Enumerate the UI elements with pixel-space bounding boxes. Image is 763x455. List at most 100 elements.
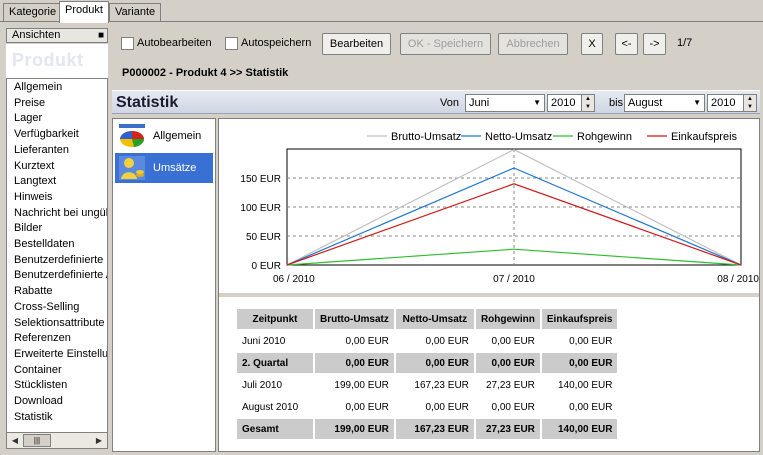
stat-view-label: Umsätze — [153, 162, 197, 174]
next-button[interactable]: -> — [643, 33, 666, 55]
view-item[interactable]: Container — [14, 363, 62, 376]
table-cell: Gesamt — [237, 419, 313, 439]
view-item[interactable]: Selektionsattribute — [14, 316, 105, 329]
legend-entry: Netto-Umsatz — [485, 131, 552, 143]
statistics-views-list: Allgemein Umsätze — [112, 118, 216, 452]
autospeichern-checkbox[interactable] — [225, 37, 238, 50]
view-item[interactable]: Allgemein — [14, 81, 63, 93]
prev-button[interactable]: <- — [615, 33, 638, 55]
view-item[interactable]: Benutzerdefinierte P — [14, 253, 108, 266]
ok-speichern-button[interactable]: OK - Speichern — [400, 33, 491, 55]
view-item[interactable]: Lieferanten — [14, 143, 70, 156]
pin-icon[interactable]: ■ — [97, 30, 104, 41]
table-cell: Juni 2010 — [242, 335, 286, 347]
view-item[interactable]: Download — [14, 395, 63, 407]
view-item[interactable]: Hinweis — [14, 190, 53, 203]
view-item[interactable]: Bestelldaten — [14, 238, 75, 250]
table-cell: August 2010 — [242, 401, 299, 413]
von-month-select[interactable]: Juni ▼ — [465, 94, 545, 112]
table-cell: 0,00 EUR — [395, 353, 474, 373]
coins-user-icon — [119, 156, 145, 180]
view-item[interactable]: Langtext — [14, 175, 57, 188]
series-line-netto-umsatz — [286, 167, 742, 266]
table-cell: 0,00 EUR — [491, 335, 535, 347]
stat-view-allgemein[interactable]: Allgemein — [115, 121, 213, 151]
views-list: Allgemein Preise Lager Verfügbarkeit Liefera… — [6, 78, 108, 439]
tab-bar: Kategorie Produkt Variante — [0, 0, 763, 23]
tab-divider — [0, 21, 763, 22]
table-cell: 0,00 EUR — [569, 401, 613, 413]
view-item[interactable]: Rabatte — [14, 285, 53, 298]
table-header-row: Zeitpunkt Brutto-Umsatz Netto-Umsatz Rohgew… — [237, 309, 618, 329]
view-item[interactable]: Cross-Selling — [14, 300, 80, 313]
bis-year-value: 2010 — [711, 97, 736, 109]
bis-month-select[interactable]: August ▼ — [624, 94, 705, 112]
view-item[interactable]: Kurztext — [14, 159, 55, 172]
product-banner-word: Produkt — [12, 50, 84, 70]
views-header-label: Ansichten — [12, 29, 61, 41]
bearbeiten-button[interactable]: Bearbeiten — [322, 33, 391, 55]
close-button[interactable]: X — [581, 33, 603, 55]
x-tick-label: 07 / 2010 — [493, 274, 535, 285]
table-cell: 199,00 EUR — [315, 419, 394, 439]
table-cell: 140,00 EUR — [541, 419, 618, 439]
table-cell: 167,23 EUR — [395, 419, 474, 439]
view-item[interactable]: Bilder — [14, 222, 43, 235]
series-line-einkaufspreis — [286, 183, 742, 266]
table-cell: Juli 2010 — [242, 379, 283, 391]
statistics-line-chart: 0 EUR 50 EUR 100 EUR 150 EUR 06 / 2010 07 / 2… — [240, 131, 759, 285]
von-year-spinner[interactable]: 2010 ▲ ▼ — [547, 94, 595, 112]
chevron-down-icon: ▼ — [693, 98, 701, 107]
main-area: Autobearbeiten Autospeichern Bearbeiten … — [110, 26, 760, 453]
view-item[interactable]: Stücklisten — [14, 379, 68, 392]
von-month-value: Juni — [469, 97, 490, 109]
autobearbeiten-checkbox[interactable] — [121, 37, 134, 50]
view-item[interactable]: Nachricht bei ungült — [14, 206, 108, 219]
legend-entry: Einkaufspreis — [671, 131, 738, 143]
y-tick-label: 50 EUR — [246, 232, 281, 243]
tab-kategorie[interactable]: Kategorie — [3, 3, 63, 22]
tab-variante[interactable]: Variante — [109, 3, 162, 22]
abbrechen-button[interactable]: Abbrechen — [498, 33, 568, 55]
y-tick-label: 100 EUR — [240, 203, 281, 214]
view-item[interactable]: Lager — [14, 112, 43, 125]
view-item[interactable]: Erweiterte Einstellun — [14, 347, 108, 360]
table-row: August 2010 0,00 EUR 0,00 EUR 0,00 EUR 0,00 … — [237, 397, 617, 417]
y-tick-label: 0 EUR — [252, 261, 281, 272]
pie-chart-icon — [119, 124, 145, 147]
tab-produkt[interactable]: Produkt — [59, 1, 109, 23]
view-item[interactable]: Verfügbarkeit — [14, 128, 79, 141]
table-row: Juli 2010 199,00 EUR 167,23 EUR 27,23 EUR 14… — [237, 375, 617, 395]
bis-month-value: August — [628, 97, 663, 109]
scroll-thumb[interactable]: ||| — [23, 434, 51, 447]
product-title: P000002 - Produkt 4 >> Statistik — [122, 67, 289, 79]
von-year-value: 2010 — [551, 97, 576, 109]
table-cell: 0,00 EUR — [345, 335, 389, 347]
view-item[interactable]: Preise — [14, 96, 46, 109]
table-cell: 167,23 EUR — [414, 379, 469, 391]
view-item[interactable]: Statistik — [14, 410, 53, 423]
table-cell: 199,00 EUR — [334, 379, 389, 391]
bis-label: bis — [609, 97, 624, 109]
scroll-left-icon[interactable]: ◀ — [11, 436, 19, 445]
spinner-arrows-icon[interactable]: ▲ ▼ — [581, 95, 594, 111]
x-tick-label: 06 / 2010 — [273, 274, 315, 285]
bis-year-spinner[interactable]: 2010 ▲ ▼ — [707, 94, 757, 112]
autospeichern-label: Autospeichern — [241, 37, 312, 49]
spinner-arrows-icon[interactable]: ▲ ▼ — [743, 95, 756, 111]
views-hscrollbar[interactable]: ◀ ||| ▶ — [6, 432, 108, 449]
pager-count: 1/7 — [677, 37, 693, 49]
view-item[interactable]: Benutzerdefinierte A — [14, 269, 108, 282]
table-cell: 2. Quartal — [237, 353, 313, 373]
table-header-cell: Zeitpunkt — [237, 309, 313, 329]
table-cell: 0,00 EUR — [569, 335, 613, 347]
view-item[interactable]: Referenzen — [14, 332, 71, 345]
table-cell: 0,00 EUR — [345, 401, 389, 413]
legend-entry: Rohgewinn — [577, 131, 632, 143]
table-cell: 0,00 EUR — [491, 401, 535, 413]
chart-panel: 0 EUR 50 EUR 100 EUR 150 EUR 06 / 2010 07 / 2… — [218, 118, 760, 452]
series-line-brutto-umsatz — [286, 148, 742, 266]
stat-view-umsaetze[interactable]: Umsätze — [115, 153, 213, 183]
scroll-right-icon[interactable]: ▶ — [95, 436, 103, 445]
table-row: 2. Quartal 0,00 EUR 0,00 EUR 0,00 EUR 0,00 E… — [237, 353, 618, 373]
